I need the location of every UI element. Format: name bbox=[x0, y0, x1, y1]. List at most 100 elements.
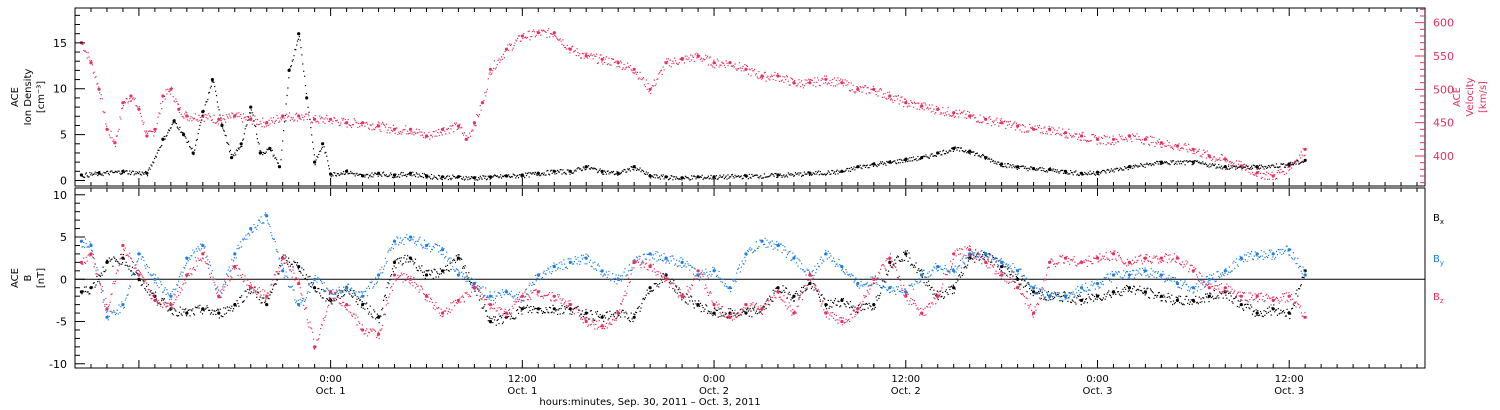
bx-sample bbox=[773, 292, 775, 294]
velocity-sample bbox=[791, 78, 793, 80]
velocity-sample bbox=[1093, 133, 1095, 136]
density-sample bbox=[1221, 168, 1223, 170]
bx-sample bbox=[687, 303, 689, 305]
density-sample bbox=[229, 149, 231, 151]
velocity-sample bbox=[525, 37, 528, 39]
velocity-sample bbox=[1166, 140, 1168, 142]
density-sample bbox=[374, 172, 376, 174]
density-sample bbox=[174, 119, 176, 121]
density-sample bbox=[1125, 167, 1128, 169]
bx-sample bbox=[994, 257, 996, 259]
bx-sample bbox=[1233, 298, 1235, 300]
velocity-sample bbox=[765, 80, 767, 82]
density-sample bbox=[1247, 165, 1249, 167]
velocity-sample bbox=[1070, 134, 1072, 136]
velocity-sample bbox=[785, 75, 788, 77]
velocity-sample bbox=[762, 77, 764, 79]
bx-sample bbox=[1012, 275, 1014, 277]
velocity-sample bbox=[1148, 143, 1150, 145]
density-sample bbox=[1303, 161, 1305, 163]
velocity-sample bbox=[1187, 151, 1189, 153]
velocity-sample bbox=[616, 66, 618, 68]
density-sample bbox=[359, 173, 362, 175]
density-sample bbox=[906, 160, 908, 163]
bx-sample bbox=[549, 307, 552, 309]
density-sample bbox=[201, 115, 204, 117]
bx-sample bbox=[233, 305, 236, 307]
density-sample bbox=[371, 172, 373, 174]
bx-sample bbox=[905, 255, 907, 257]
velocity-sample bbox=[133, 99, 135, 101]
bx-sample bbox=[869, 304, 871, 307]
velocity-sample bbox=[721, 61, 723, 63]
velocity-sample bbox=[809, 79, 812, 81]
density-sample bbox=[790, 173, 792, 175]
density-sample bbox=[628, 168, 630, 170]
bx-sample bbox=[493, 316, 495, 318]
bx-sample bbox=[519, 306, 521, 309]
density-sample bbox=[1285, 164, 1287, 166]
bx-sample bbox=[233, 308, 235, 310]
bx-sample bbox=[570, 310, 572, 312]
bx-sample bbox=[1180, 302, 1183, 304]
by-sample bbox=[104, 305, 106, 307]
velocity-point bbox=[145, 134, 149, 138]
velocity-sample bbox=[847, 84, 849, 86]
density-sample bbox=[320, 150, 322, 152]
velocity-sample bbox=[950, 115, 952, 117]
density-sample bbox=[855, 167, 857, 169]
velocity-sample bbox=[896, 95, 898, 97]
bx-sample bbox=[825, 305, 827, 308]
density-sample bbox=[762, 177, 764, 179]
velocity-sample bbox=[627, 62, 629, 64]
density-sample bbox=[124, 170, 126, 172]
bx-sample bbox=[361, 301, 363, 303]
density-sample bbox=[491, 175, 493, 178]
bx-sample bbox=[800, 290, 802, 292]
velocity-sample bbox=[701, 60, 703, 62]
velocity-sample bbox=[1102, 143, 1104, 145]
velocity-sample bbox=[788, 84, 790, 86]
velocity-sample bbox=[202, 116, 204, 118]
density-sample bbox=[181, 131, 183, 133]
velocity-point bbox=[185, 114, 189, 118]
density-sample bbox=[625, 171, 627, 173]
bx-sample bbox=[506, 316, 508, 318]
bx-sample bbox=[144, 287, 146, 290]
density-sample bbox=[969, 153, 971, 155]
bx-sample bbox=[406, 258, 408, 260]
velocity-sample bbox=[686, 55, 688, 57]
density-sample bbox=[413, 174, 415, 176]
velocity-sample bbox=[1177, 148, 1179, 150]
density-sample bbox=[251, 112, 253, 114]
density-sample bbox=[875, 165, 877, 167]
bx-sample bbox=[812, 282, 814, 285]
velocity-sample bbox=[725, 60, 727, 62]
density-sample bbox=[477, 179, 479, 181]
bx-sample bbox=[868, 302, 870, 304]
by-sample bbox=[107, 319, 109, 321]
bx-sample bbox=[928, 280, 930, 282]
density-sample bbox=[919, 158, 921, 160]
bx-sample bbox=[463, 267, 465, 269]
by-sample bbox=[106, 311, 108, 313]
density-sample bbox=[544, 174, 546, 176]
bx-point bbox=[792, 294, 796, 298]
by-sample bbox=[117, 313, 119, 315]
density-sample bbox=[849, 167, 851, 170]
density-sample bbox=[1272, 164, 1274, 166]
density-axis-label-line-3: [cm⁻³] bbox=[36, 81, 47, 113]
density-sample bbox=[1078, 174, 1080, 176]
bx-sample bbox=[1296, 289, 1298, 291]
bx-point bbox=[632, 315, 636, 319]
density-sample bbox=[582, 166, 584, 168]
density-sample bbox=[654, 177, 656, 179]
velocity-sample bbox=[972, 114, 974, 116]
velocity-sample bbox=[1052, 131, 1054, 133]
density-sample bbox=[809, 174, 811, 176]
bx-sample bbox=[435, 276, 437, 278]
velocity-sample bbox=[522, 37, 524, 40]
density-sample bbox=[1212, 163, 1214, 165]
by-sample bbox=[97, 269, 99, 271]
bx-sample bbox=[935, 294, 938, 296]
